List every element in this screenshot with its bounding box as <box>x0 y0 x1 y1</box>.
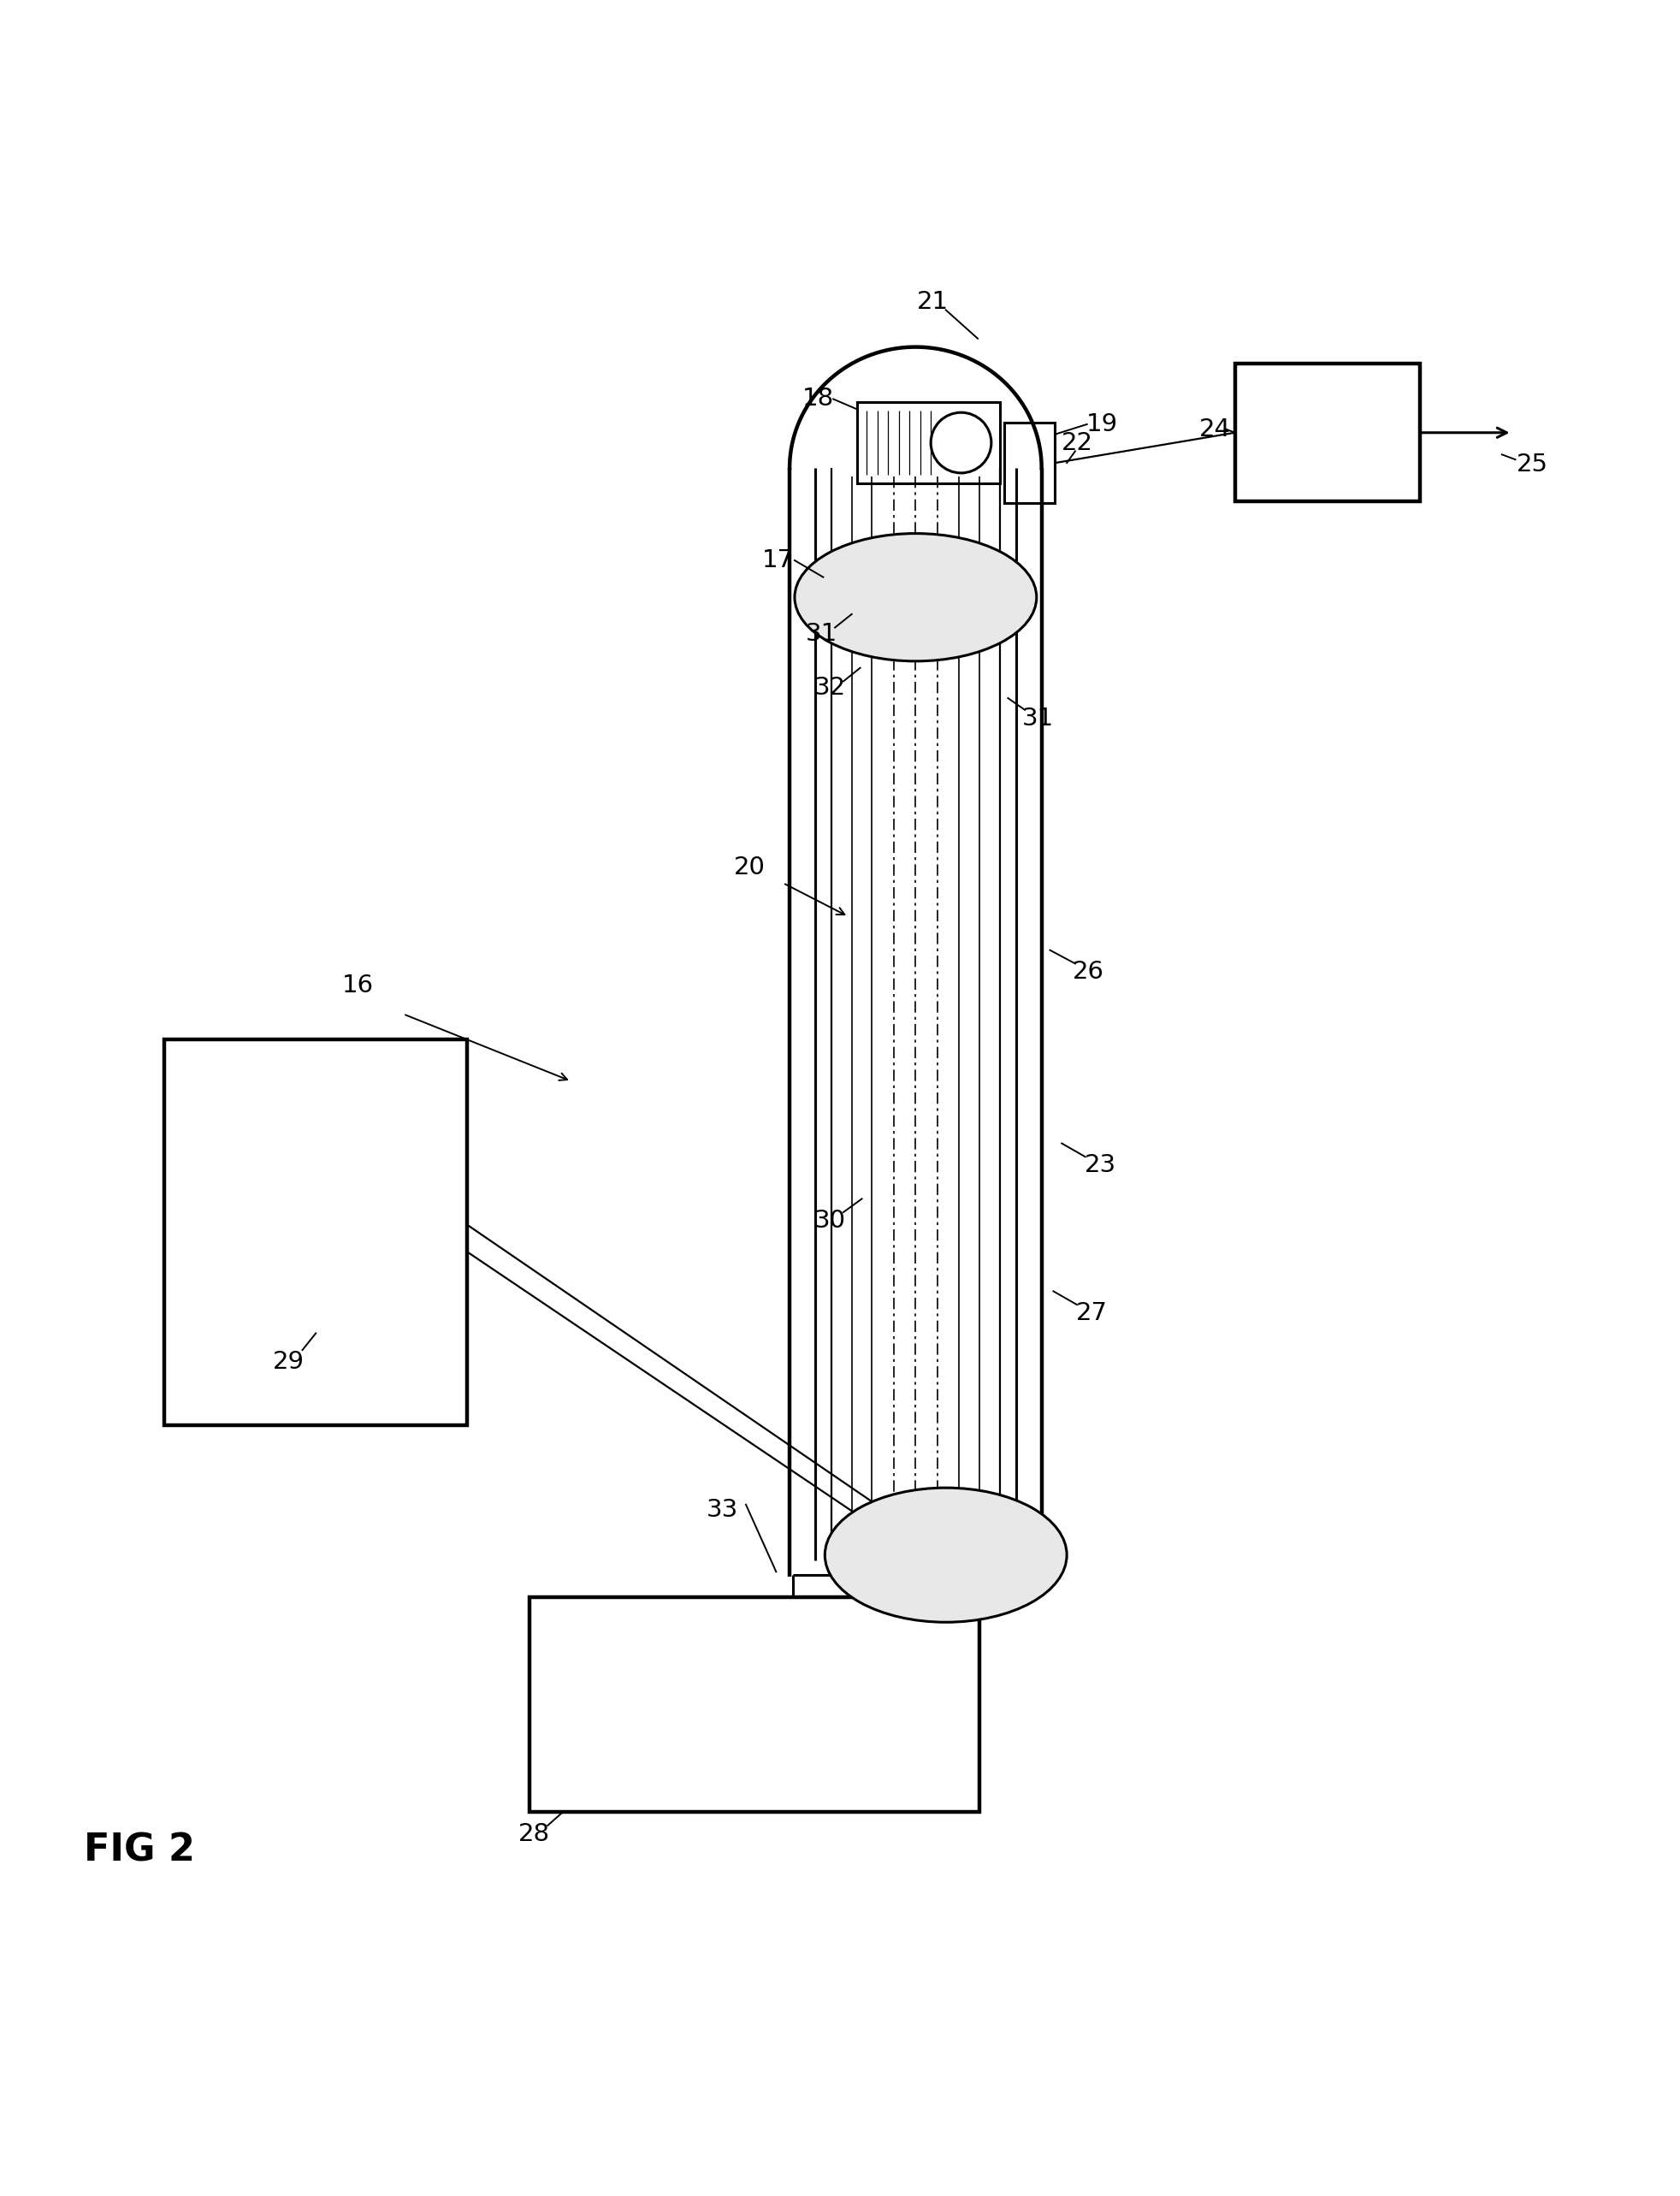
Bar <box>1005 422 1055 503</box>
Text: 26: 26 <box>1074 960 1104 984</box>
Text: 18: 18 <box>803 386 833 411</box>
Text: 16: 16 <box>343 973 373 997</box>
Text: FIG 2: FIG 2 <box>84 1831 195 1869</box>
Text: 31: 31 <box>806 621 837 646</box>
Bar <box>529 1596 979 1812</box>
Text: 32: 32 <box>815 676 845 701</box>
Text: 30: 30 <box>815 1208 845 1232</box>
Text: 24: 24 <box>1200 417 1230 441</box>
Text: 22: 22 <box>1062 430 1092 455</box>
Text: 25: 25 <box>1517 452 1547 477</box>
Bar <box>165 1039 467 1425</box>
Text: 31: 31 <box>1023 707 1053 731</box>
Text: 19: 19 <box>1087 413 1117 437</box>
Bar <box>857 402 1000 483</box>
Text: 23: 23 <box>1085 1153 1116 1177</box>
Text: 27: 27 <box>1077 1300 1107 1324</box>
Text: 21: 21 <box>917 290 948 314</box>
Text: 20: 20 <box>734 856 764 881</box>
Text: 17: 17 <box>763 549 793 573</box>
Text: 29: 29 <box>274 1351 304 1375</box>
Text: 28: 28 <box>519 1823 549 1847</box>
Bar <box>1235 365 1420 501</box>
Text: 33: 33 <box>707 1498 738 1522</box>
Ellipse shape <box>795 534 1037 661</box>
Ellipse shape <box>825 1489 1067 1623</box>
